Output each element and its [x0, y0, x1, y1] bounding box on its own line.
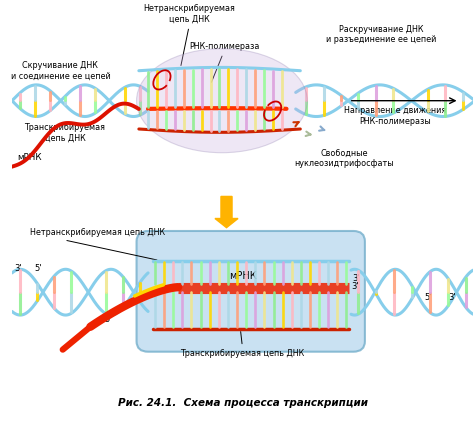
Text: Свободные
нуклеозидтрифосфаты: Свободные нуклеозидтрифосфаты	[294, 148, 394, 168]
Text: Транскрибируемая
цепь ДНК: Транскрибируемая цепь ДНК	[25, 123, 106, 142]
Text: Нетранскрибируемая
цепь ДНК: Нетранскрибируемая цепь ДНК	[144, 4, 236, 65]
Text: 5': 5'	[34, 264, 42, 273]
Text: мРНК: мРНК	[229, 271, 256, 281]
Text: 5': 5'	[425, 293, 432, 301]
Text: Направление движения
РНК-полимеразы: Направление движения РНК-полимеразы	[344, 106, 446, 126]
FancyBboxPatch shape	[137, 231, 365, 351]
Text: 5': 5'	[104, 315, 112, 324]
Text: 3': 3'	[352, 274, 360, 283]
Text: Рис. 24.1.  Схема процесса транскрипции: Рис. 24.1. Схема процесса транскрипции	[118, 398, 368, 408]
Text: Нетранскрибируемая цепь ДНК: Нетранскрибируемая цепь ДНК	[30, 228, 165, 260]
Text: РНК-полимераза: РНК-полимераза	[189, 42, 259, 82]
Text: Скручивание ДНК
и соединение ее цепей: Скручивание ДНК и соединение ее цепей	[10, 61, 110, 81]
Text: мРНК: мРНК	[18, 153, 42, 162]
Text: 3': 3'	[14, 264, 21, 273]
Text: 3': 3'	[351, 282, 359, 291]
Text: Транскрибируемая цепь ДНК: Транскрибируемая цепь ДНК	[181, 332, 305, 358]
Text: Раскручивание ДНК
и разъединение ее цепей: Раскручивание ДНК и разъединение ее цепе…	[326, 25, 436, 44]
FancyArrow shape	[215, 196, 238, 228]
Text: 3': 3'	[448, 293, 456, 301]
Ellipse shape	[137, 49, 307, 153]
